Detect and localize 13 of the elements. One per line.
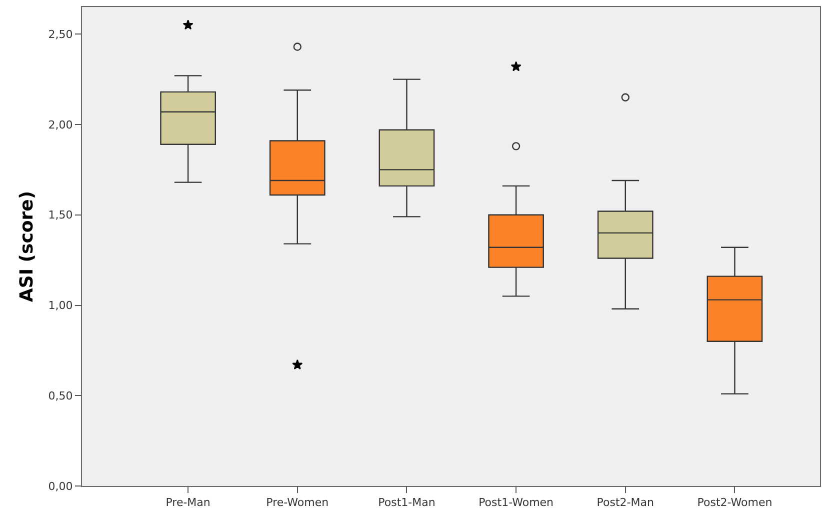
y-tick-label: 0,50 [48,389,73,402]
y-tick-label: 1,00 [48,299,73,312]
x-tick-label: Post2-Man [596,496,654,510]
x-tick-label: Post2-Women [697,496,772,510]
y-tick-label: 2,50 [48,28,73,41]
x-tick-label: Post1-Women [478,496,554,510]
y-tick-label: 1,50 [48,208,73,222]
y-tick-label: 2,00 [48,118,73,132]
y-axis-title: ASI (score) [16,190,38,302]
x-tick-label: Post1-Man [378,496,436,510]
y-tick-label: 0,00 [48,480,73,493]
x-tick-label: Pre-Women [266,496,329,510]
x-tick-label: Pre-Man [166,496,210,510]
